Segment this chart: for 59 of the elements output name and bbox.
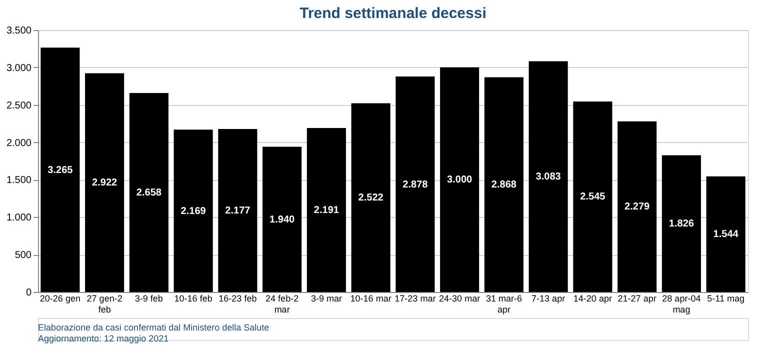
y-tick-label: 1.500 bbox=[6, 175, 32, 186]
bar bbox=[85, 73, 124, 292]
x-tick-label: 7-13 apr bbox=[532, 294, 566, 304]
data-label: 3.083 bbox=[536, 172, 562, 183]
bar bbox=[129, 93, 168, 292]
x-tick-label: 10-16 feb bbox=[174, 294, 212, 304]
text: Aggiornamento: 12 maggio 2021 bbox=[38, 334, 169, 344]
bar bbox=[440, 67, 480, 292]
data-label: 2.522 bbox=[358, 192, 384, 204]
y-tick-label: 3.000 bbox=[6, 62, 32, 74]
bar bbox=[484, 77, 524, 292]
bar bbox=[40, 48, 80, 292]
x-tick-label: 24 feb-2 mar bbox=[266, 294, 299, 314]
x-tick-label: 27 gen-2 feb bbox=[86, 294, 122, 314]
bar bbox=[662, 155, 701, 292]
data-label: 1.826 bbox=[668, 218, 694, 230]
x-tick-label: 20-26 gen bbox=[40, 294, 80, 304]
bar bbox=[262, 146, 302, 292]
x-tick-label: 28 apr-04 mag bbox=[662, 294, 701, 314]
data-label: 3.265 bbox=[48, 164, 74, 176]
bar bbox=[306, 128, 346, 292]
y-tick-label: 1.000 bbox=[6, 212, 32, 224]
data-label: 2.868 bbox=[491, 180, 517, 191]
data-label: 2.658 bbox=[136, 188, 162, 199]
data-label: 1.940 bbox=[270, 214, 296, 226]
data-label: 2.279 bbox=[624, 202, 650, 213]
data-label: 2.169 bbox=[180, 206, 206, 217]
y-tick-label: 3.500 bbox=[6, 26, 32, 36]
x-tick-label: 31 mar-6 apr bbox=[486, 294, 522, 314]
x-tick-label: 21-27 apr bbox=[618, 294, 656, 304]
bar bbox=[706, 176, 746, 292]
x-tick-label: 14-20 apr bbox=[573, 294, 612, 304]
bar bbox=[618, 121, 657, 292]
x-tick-label: 17-23 mar bbox=[394, 294, 436, 304]
data-label: 1.544 bbox=[713, 229, 739, 240]
chart-title: Trend settimanale decessi bbox=[300, 5, 486, 22]
bar bbox=[528, 61, 568, 292]
bar bbox=[396, 76, 435, 292]
x-tick-label: 10-16 mar bbox=[350, 294, 392, 304]
x-tick-label: 24-30 mar bbox=[439, 294, 480, 304]
x-tick-label: 16-23 feb bbox=[218, 294, 257, 304]
data-label: 2.191 bbox=[314, 204, 340, 216]
bar bbox=[573, 101, 612, 292]
y-tick-label: 0 bbox=[26, 288, 32, 298]
bar bbox=[351, 103, 390, 292]
data-label: 2.922 bbox=[92, 178, 118, 189]
x-tick-label: 5-11 mag bbox=[707, 294, 744, 304]
y-tick-label: 500 bbox=[14, 250, 32, 262]
x-tick-label: 3-9 feb bbox=[134, 294, 163, 304]
y-tick-label: 2.000 bbox=[6, 138, 32, 149]
x-tick-label: 3-9 mar bbox=[310, 294, 342, 304]
data-label: 3.000 bbox=[447, 174, 473, 186]
data-label: 2.177 bbox=[225, 206, 251, 217]
bar bbox=[174, 130, 213, 292]
data-label: 2.545 bbox=[580, 192, 606, 203]
data-label: 2.878 bbox=[402, 179, 428, 190]
y-tick-label: 2.500 bbox=[6, 100, 32, 112]
text: Elaborazione da casi confermati dal Ministero della Salute bbox=[38, 322, 270, 332]
bar bbox=[218, 129, 258, 292]
